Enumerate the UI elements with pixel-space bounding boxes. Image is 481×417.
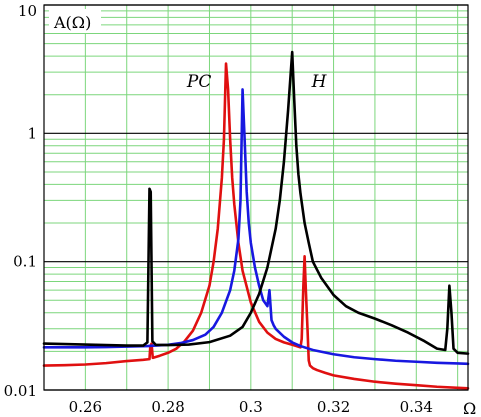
y-axis-label: A(Ω)	[53, 13, 91, 32]
series-line-3	[42, 50, 470, 355]
x-tick-label: 0.28	[151, 398, 184, 416]
series-line-1	[42, 62, 470, 390]
annotations: PC H	[186, 72, 328, 92]
y-tick-label: 10	[18, 2, 37, 20]
plot-background	[44, 5, 468, 390]
y-tick-labels: 0.01 0.1 1 10	[4, 2, 37, 400]
x-tick-label: 0.26	[69, 398, 102, 416]
y-tick-label: 1	[27, 124, 37, 142]
grid-minor	[43, 5, 468, 390]
ylabel-backdrop	[49, 9, 101, 33]
x-axis-label: Ω	[463, 399, 476, 417]
series-annotation: H	[311, 72, 328, 92]
x-tick-label: 0.3	[239, 398, 263, 416]
y-tick-label: 0.01	[4, 382, 37, 400]
series-layer	[42, 50, 470, 390]
y-tick-label: 0.1	[13, 253, 37, 271]
x-tick-labels: 0.26 0.28 0.3 0.32 0.34	[69, 398, 433, 416]
series-annotation: PC	[186, 72, 211, 92]
x-tick-label: 0.32	[317, 398, 350, 416]
plot-frame	[43, 4, 469, 391]
x-tick-label: 0.34	[400, 398, 433, 416]
